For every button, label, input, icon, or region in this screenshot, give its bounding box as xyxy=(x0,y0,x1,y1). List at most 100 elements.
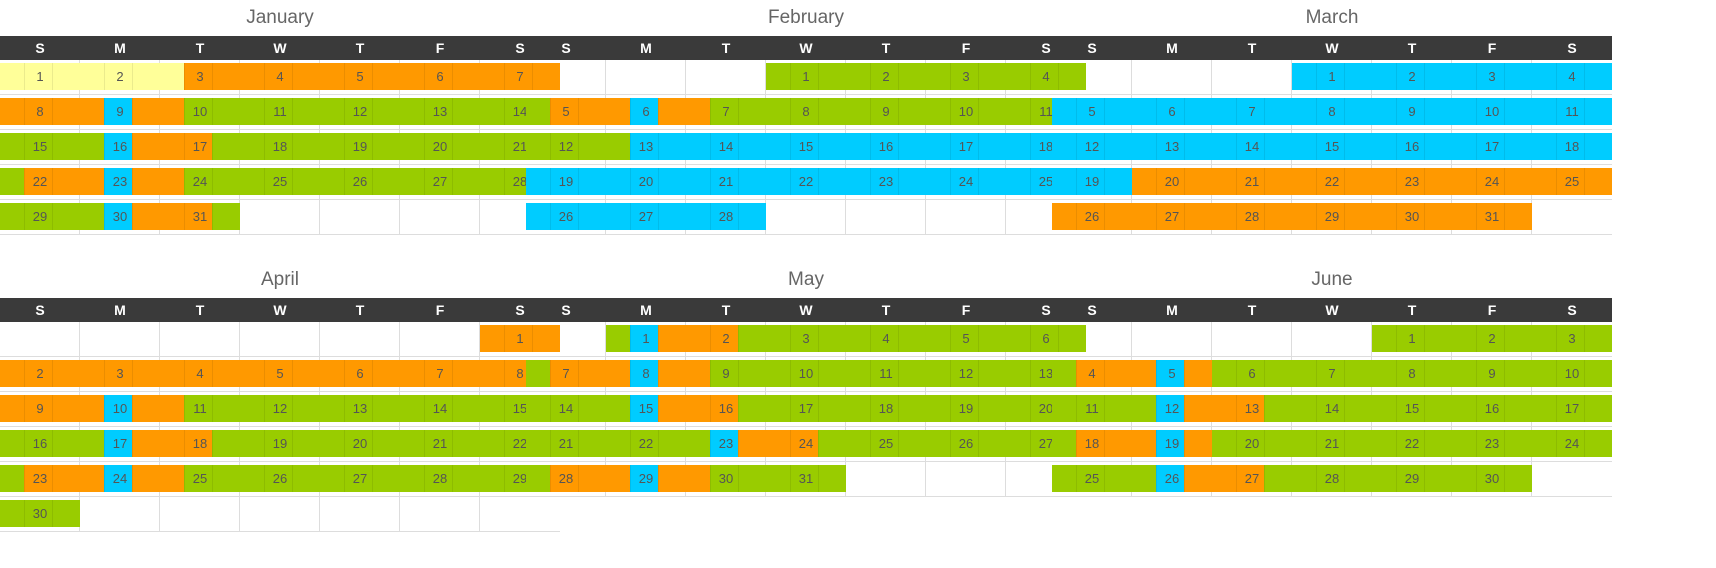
day-number[interactable]: 16 xyxy=(718,401,734,416)
day-number[interactable]: 3 xyxy=(116,366,124,381)
day-number[interactable]: 19 xyxy=(272,436,288,451)
day-number[interactable]: 11 xyxy=(1039,104,1053,119)
day-number[interactable]: 14 xyxy=(512,104,528,119)
day-number[interactable]: 28 xyxy=(1244,209,1260,224)
day-number[interactable]: 27 xyxy=(1038,436,1054,451)
day-number[interactable]: 20 xyxy=(1244,436,1260,451)
day-number[interactable]: 17 xyxy=(1564,401,1580,416)
day-number[interactable]: 28 xyxy=(432,471,448,486)
day-number[interactable]: 22 xyxy=(512,436,528,451)
day-number[interactable]: 3 xyxy=(1568,331,1576,346)
day-number[interactable]: 15 xyxy=(1324,139,1340,154)
day-number[interactable]: 25 xyxy=(272,174,288,189)
day-number[interactable]: 16 xyxy=(878,139,894,154)
day-number[interactable]: 26 xyxy=(1084,209,1100,224)
day-number[interactable]: 28 xyxy=(558,471,574,486)
day-number[interactable]: 18 xyxy=(878,401,894,416)
day-number[interactable]: 4 xyxy=(196,366,204,381)
day-number[interactable]: 4 xyxy=(882,331,890,346)
day-number[interactable]: 7 xyxy=(1248,104,1256,119)
day-number[interactable]: 24 xyxy=(1484,174,1500,189)
day-number[interactable]: 30 xyxy=(718,471,734,486)
day-number[interactable]: 17 xyxy=(798,401,814,416)
day-number[interactable]: 29 xyxy=(1324,209,1340,224)
day-number[interactable]: 17 xyxy=(192,139,208,154)
day-number[interactable]: 21 xyxy=(558,436,574,451)
day-number[interactable]: 31 xyxy=(798,471,814,486)
day-number[interactable]: 1 xyxy=(36,69,44,84)
day-number[interactable]: 2 xyxy=(1408,69,1416,84)
day-number[interactable]: 18 xyxy=(192,436,208,451)
day-number[interactable]: 10 xyxy=(192,104,208,119)
day-number[interactable]: 7 xyxy=(1328,366,1336,381)
day-number[interactable]: 6 xyxy=(436,69,444,84)
day-number[interactable]: 12 xyxy=(272,401,288,416)
day-number[interactable]: 2 xyxy=(882,69,890,84)
day-number[interactable]: 21 xyxy=(1244,174,1260,189)
day-number[interactable]: 10 xyxy=(1564,366,1580,381)
day-number[interactable]: 7 xyxy=(722,104,730,119)
day-number[interactable]: 31 xyxy=(192,209,208,224)
day-number[interactable]: 27 xyxy=(432,174,448,189)
day-number[interactable]: 19 xyxy=(352,139,368,154)
day-number[interactable]: 24 xyxy=(1564,436,1580,451)
day-number[interactable]: 8 xyxy=(642,366,650,381)
day-number[interactable]: 5 xyxy=(1168,366,1176,381)
day-number[interactable]: 25 xyxy=(1038,174,1054,189)
day-number[interactable]: 27 xyxy=(638,209,654,224)
day-number[interactable]: 23 xyxy=(1484,436,1500,451)
day-number[interactable]: 24 xyxy=(958,174,974,189)
day-number[interactable]: 26 xyxy=(272,471,288,486)
day-number[interactable]: 3 xyxy=(802,331,810,346)
day-number[interactable]: 22 xyxy=(638,436,654,451)
day-number[interactable]: 6 xyxy=(1042,331,1050,346)
day-number[interactable]: 14 xyxy=(432,401,448,416)
day-number[interactable]: 2 xyxy=(36,366,44,381)
day-number[interactable]: 5 xyxy=(276,366,284,381)
day-number[interactable]: 14 xyxy=(558,401,574,416)
day-number[interactable]: 4 xyxy=(1088,366,1096,381)
day-number[interactable]: 15 xyxy=(1404,401,1420,416)
day-number[interactable]: 22 xyxy=(1404,436,1420,451)
day-number[interactable]: 26 xyxy=(958,436,974,451)
day-number[interactable]: 13 xyxy=(1038,366,1054,381)
day-number[interactable]: 24 xyxy=(112,471,128,486)
day-number[interactable]: 8 xyxy=(36,104,44,119)
day-number[interactable]: 17 xyxy=(1484,139,1500,154)
day-number[interactable]: 17 xyxy=(958,139,974,154)
day-number[interactable]: 20 xyxy=(432,139,448,154)
day-number[interactable]: 29 xyxy=(638,471,654,486)
day-number[interactable]: 20 xyxy=(352,436,368,451)
day-number[interactable]: 25 xyxy=(878,436,894,451)
day-number[interactable]: 24 xyxy=(192,174,208,189)
day-number[interactable]: 21 xyxy=(432,436,448,451)
day-number[interactable]: 14 xyxy=(1324,401,1340,416)
day-number[interactable]: 30 xyxy=(1484,471,1500,486)
day-number[interactable]: 17 xyxy=(112,436,128,451)
day-number[interactable]: 11 xyxy=(1565,104,1579,119)
day-number[interactable]: 30 xyxy=(32,506,48,521)
day-number[interactable]: 24 xyxy=(798,436,814,451)
day-number[interactable]: 8 xyxy=(1408,366,1416,381)
day-number[interactable]: 27 xyxy=(1164,209,1180,224)
day-number[interactable]: 28 xyxy=(718,209,734,224)
day-number[interactable]: 28 xyxy=(512,174,528,189)
day-number[interactable]: 1 xyxy=(802,69,810,84)
day-number[interactable]: 27 xyxy=(352,471,368,486)
day-number[interactable]: 26 xyxy=(1164,471,1180,486)
day-number[interactable]: 23 xyxy=(112,174,128,189)
day-number[interactable]: 20 xyxy=(1164,174,1180,189)
day-number[interactable]: 4 xyxy=(276,69,284,84)
day-number[interactable]: 21 xyxy=(1324,436,1340,451)
day-number[interactable]: 10 xyxy=(958,104,974,119)
day-number[interactable]: 6 xyxy=(1168,104,1176,119)
day-number[interactable]: 15 xyxy=(512,401,528,416)
day-number[interactable]: 19 xyxy=(558,174,574,189)
day-number[interactable]: 26 xyxy=(558,209,574,224)
day-number[interactable]: 9 xyxy=(116,104,124,119)
day-number[interactable]: 9 xyxy=(36,401,44,416)
day-number[interactable]: 11 xyxy=(879,366,893,381)
day-number[interactable]: 19 xyxy=(1084,174,1100,189)
day-number[interactable]: 13 xyxy=(1164,139,1180,154)
day-number[interactable]: 6 xyxy=(1248,366,1256,381)
